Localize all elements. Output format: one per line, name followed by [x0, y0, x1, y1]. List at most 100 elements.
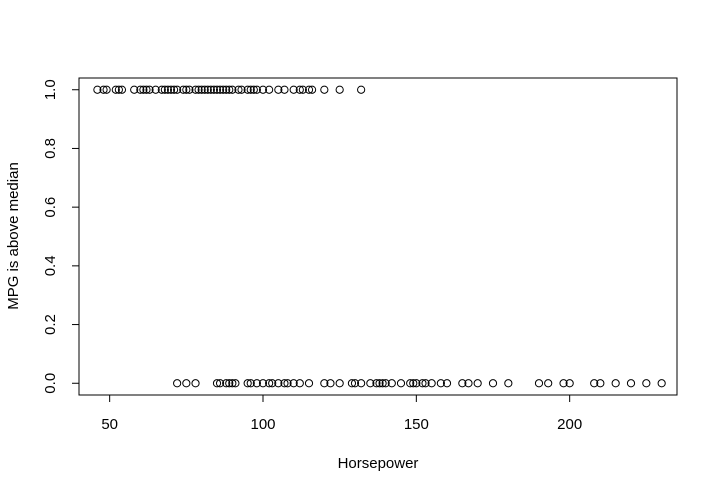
data-point — [169, 85, 179, 94]
data-point — [151, 85, 160, 94]
data-point — [473, 379, 482, 388]
data-point — [274, 379, 283, 388]
data-point — [280, 379, 289, 388]
data-point — [504, 379, 513, 388]
data-point — [657, 379, 666, 388]
data-point — [142, 85, 151, 94]
data-point — [222, 379, 231, 388]
data-point — [375, 379, 384, 388]
plot-frame — [78, 77, 678, 396]
data-point — [102, 85, 111, 94]
data-point — [289, 379, 298, 388]
data-point — [280, 85, 289, 94]
data-point — [406, 379, 415, 388]
data-point — [283, 379, 292, 388]
data-point — [544, 379, 553, 388]
data-point — [228, 85, 237, 94]
y-axis-label: MPG is above median — [5, 162, 22, 310]
data-point — [252, 379, 261, 388]
data-point — [258, 85, 268, 94]
data-point — [320, 379, 329, 388]
data-point — [182, 85, 191, 94]
data-point — [225, 85, 234, 94]
data-point — [136, 85, 145, 94]
data-point — [596, 379, 605, 388]
data-point — [304, 85, 314, 94]
data-point — [366, 379, 375, 388]
data-point — [626, 379, 636, 388]
data-point — [265, 379, 274, 388]
data-point — [335, 379, 344, 388]
data-point — [295, 379, 304, 388]
data-point — [243, 85, 252, 94]
data-point — [320, 85, 329, 94]
data-point — [326, 379, 335, 388]
data-point — [246, 379, 255, 388]
data-point — [243, 379, 252, 388]
data-point — [219, 85, 228, 94]
data-point — [418, 379, 427, 388]
data-point — [117, 85, 127, 94]
data-point — [381, 379, 390, 388]
data-point — [335, 85, 344, 94]
data-point — [212, 85, 222, 94]
x-tick-label: 200 — [557, 416, 582, 433]
data-point — [289, 85, 298, 94]
data-point — [215, 379, 225, 388]
data-point — [209, 85, 219, 94]
data-point — [409, 379, 418, 388]
data-point — [194, 85, 203, 94]
data-point — [590, 379, 599, 388]
data-point — [215, 85, 225, 94]
data-point — [160, 85, 169, 94]
data-point — [173, 379, 182, 388]
data-point — [130, 85, 139, 94]
data-point — [268, 379, 277, 388]
data-point — [200, 85, 209, 94]
data-point — [534, 379, 544, 388]
data-point — [191, 379, 200, 388]
data-point — [222, 85, 231, 94]
data-point — [197, 85, 206, 94]
data-point — [179, 85, 188, 94]
data-point — [93, 85, 102, 94]
y-tick-label: 0.2 — [42, 314, 59, 335]
data-point — [304, 379, 314, 388]
data-point — [427, 379, 436, 388]
data-point — [145, 85, 154, 94]
x-tick-label: 100 — [250, 416, 275, 433]
data-point — [458, 379, 467, 388]
data-point — [642, 379, 651, 388]
data-point — [228, 379, 237, 388]
data-point — [237, 85, 246, 94]
data-point — [442, 379, 452, 388]
data-point — [163, 85, 173, 94]
data-point — [464, 379, 473, 388]
data-point — [185, 85, 194, 94]
data-point — [372, 379, 381, 388]
data-point — [249, 85, 258, 94]
data-point — [206, 85, 215, 94]
data-point — [295, 85, 304, 94]
y-tick-label: 0.8 — [42, 138, 59, 159]
data-point — [191, 85, 200, 94]
x-tick-label: 150 — [404, 416, 429, 433]
data-point — [488, 379, 498, 388]
x-axis-label: Horsepower — [338, 455, 419, 472]
data-point — [203, 85, 212, 94]
data-point — [611, 379, 620, 388]
y-axis: 0.0 0.2 0.4 0.6 0.8 1.0 — [42, 79, 80, 394]
data-point — [307, 85, 317, 94]
data-point — [350, 379, 360, 388]
data-point — [565, 379, 574, 388]
y-tick-label: 1.0 — [42, 79, 59, 100]
data-point — [234, 85, 243, 94]
data-points — [93, 85, 666, 388]
data-point — [274, 85, 283, 94]
data-point — [166, 85, 176, 94]
data-point — [231, 379, 240, 388]
data-point — [347, 379, 357, 388]
data-point — [252, 85, 261, 94]
data-point — [246, 85, 255, 94]
